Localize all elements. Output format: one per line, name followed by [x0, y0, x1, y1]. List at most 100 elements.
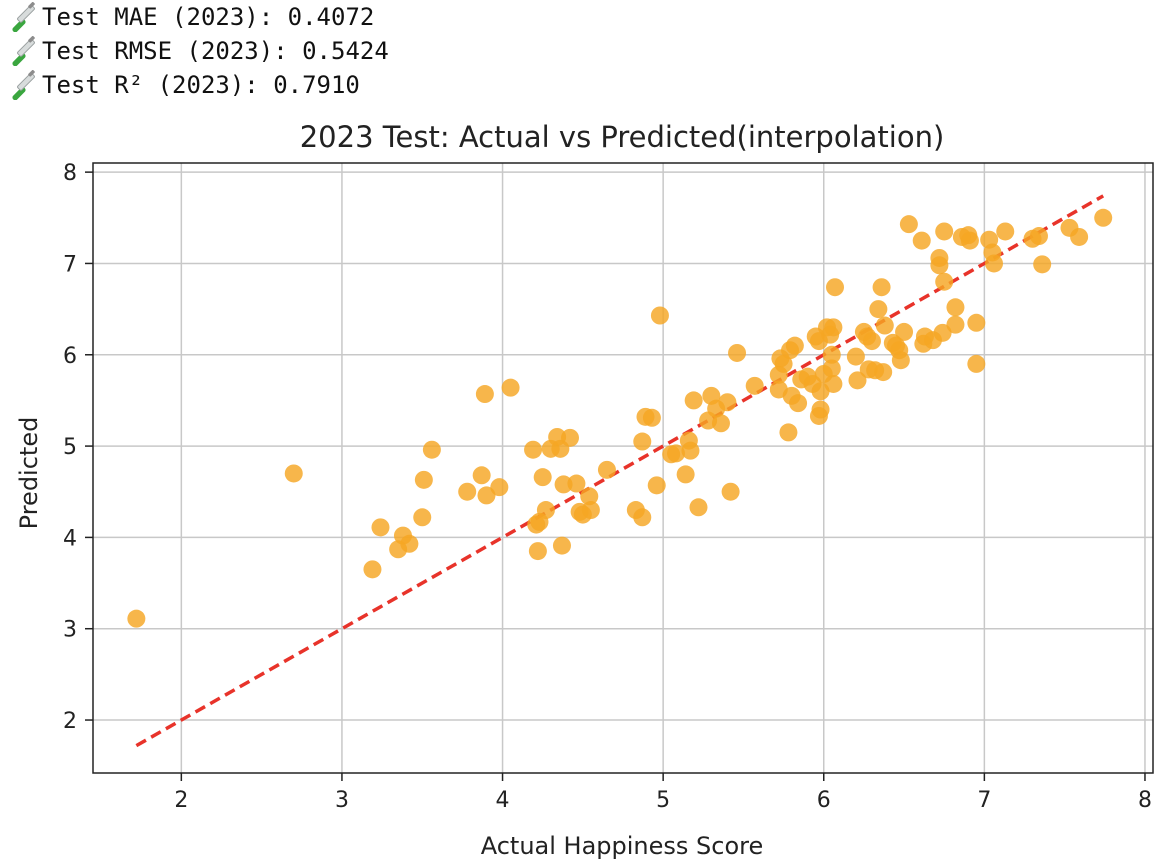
data-point [862, 332, 881, 351]
data-point [284, 464, 303, 483]
data-point [642, 408, 661, 427]
ticks: 2 3 4 5 6 7 8 2 3 4 5 6 7 8 [63, 161, 1152, 813]
data-point [127, 609, 146, 628]
data-point [985, 254, 1003, 273]
data-point [371, 518, 390, 537]
metric-label: Test RMSE (2023): [42, 37, 303, 65]
reference-line-layer [135, 194, 1105, 748]
y-tick-label: 4 [63, 526, 77, 551]
metric-label: Test R² (2023): [42, 71, 274, 99]
data-point [597, 460, 616, 479]
data-point [414, 470, 433, 489]
data-point [647, 476, 666, 495]
x-tick-label: 8 [1138, 788, 1152, 813]
metric-label: Test MAE (2023): [42, 3, 288, 31]
data-point [552, 536, 571, 555]
x-axis-label: Actual Happiness Score [481, 832, 764, 860]
metric-rmse: Test RMSE (2023): 0.5424 [8, 34, 389, 68]
data-point [824, 374, 843, 393]
data-point [848, 371, 867, 390]
x-tick-label: 6 [817, 788, 831, 813]
data-point [533, 468, 552, 487]
data-point [475, 385, 494, 404]
data-point [501, 378, 520, 397]
data-point [400, 534, 419, 553]
data-point [779, 423, 798, 442]
data-point [824, 318, 843, 337]
data-point [1070, 227, 1089, 246]
metric-mae: Test MAE (2023): 0.4072 [8, 0, 389, 34]
data-point [711, 414, 730, 433]
data-point [1029, 227, 1048, 246]
y-tick-label: 3 [63, 618, 77, 643]
data-point [681, 441, 700, 460]
y-tick-label: 8 [63, 161, 77, 186]
data-point [846, 347, 865, 366]
x-tick-label: 5 [656, 788, 670, 813]
test-tube-icon [12, 70, 35, 100]
data-point [721, 482, 740, 501]
y-tick-label: 5 [63, 435, 77, 460]
data-point [472, 466, 491, 485]
data-point [869, 300, 888, 319]
data-point [785, 336, 804, 355]
metric-value: 0.5424 [302, 37, 389, 65]
data-point [689, 498, 708, 517]
data-point [1094, 208, 1113, 227]
data-point [895, 322, 914, 341]
data-point [789, 394, 808, 413]
y-tick-label: 6 [63, 344, 77, 369]
data-point [946, 298, 965, 317]
data-point [930, 256, 949, 275]
data-point [477, 486, 496, 505]
data-point [413, 508, 432, 527]
data-point [946, 315, 965, 334]
data-point [684, 391, 703, 410]
data-point [561, 428, 579, 447]
data-point [580, 487, 599, 506]
data-point [745, 376, 764, 395]
data-point [822, 345, 841, 364]
data-point [554, 475, 573, 494]
test-tube-icon [12, 36, 35, 66]
data-point [536, 501, 555, 520]
data-point [935, 272, 954, 291]
data-point [650, 306, 669, 325]
x-tick-label: 2 [174, 788, 188, 813]
data-point [811, 400, 830, 419]
grid [93, 163, 1153, 773]
y-tick-label: 2 [63, 709, 77, 734]
data-point [363, 560, 382, 579]
ideal-fit-line [135, 194, 1105, 748]
test-tube-icon [12, 2, 35, 32]
plot-frame [92, 162, 1154, 774]
x-tick-label: 4 [496, 788, 510, 813]
x-tick-label: 3 [335, 788, 349, 813]
data-point [567, 474, 586, 493]
data-point [933, 323, 952, 342]
data-point [967, 354, 986, 373]
data-point [667, 444, 685, 463]
data-point [524, 440, 543, 459]
data-point [528, 542, 547, 561]
y-axis-label: Predicted [15, 417, 43, 530]
data-point [822, 359, 841, 378]
data-point [875, 316, 894, 335]
data-point [891, 351, 910, 370]
metric-r2: Test R² (2023): 0.7910 [8, 68, 389, 102]
point-layer [127, 208, 1113, 628]
data-point [633, 432, 652, 451]
data-point [1033, 255, 1052, 274]
data-point [581, 501, 600, 520]
y-tick-label: 7 [63, 252, 77, 277]
metric-value: 0.7910 [273, 71, 360, 99]
data-point [490, 478, 509, 497]
data-point [872, 278, 891, 297]
metric-value: 0.4072 [287, 3, 375, 31]
data-point [912, 231, 931, 250]
x-tick-label: 7 [977, 788, 991, 813]
chart-title: 2023 Test: Actual vs Predicted(interpola… [300, 120, 945, 154]
data-point [899, 215, 918, 234]
metrics-output: Test MAE (2023): 0.4072 Test RMSE (2023)… [8, 0, 389, 102]
